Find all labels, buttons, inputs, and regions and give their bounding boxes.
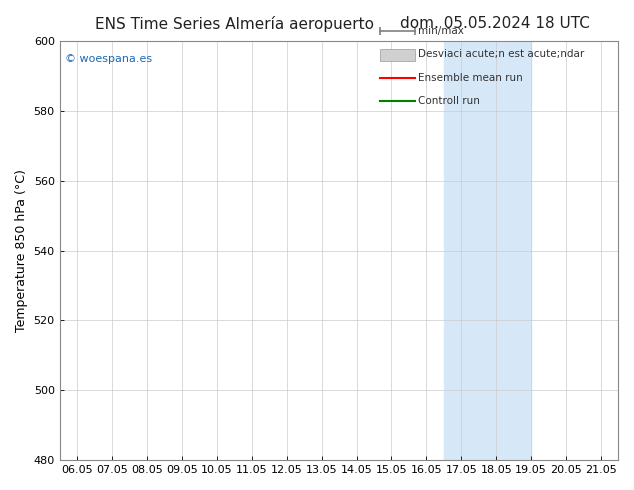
Text: © woespana.es: © woespana.es [65, 53, 152, 64]
Text: Ensemble mean run: Ensemble mean run [418, 73, 523, 83]
Text: Controll run: Controll run [418, 97, 481, 106]
Text: dom. 05.05.2024 18 UTC: dom. 05.05.2024 18 UTC [399, 16, 590, 31]
Text: min/max: min/max [418, 26, 464, 36]
Bar [444, 41, 531, 460]
Y-axis label: Temperature 850 hPa (°C): Temperature 850 hPa (°C) [15, 169, 28, 332]
Text: Desviaci acute;n est acute;ndar: Desviaci acute;n est acute;ndar [418, 49, 585, 59]
Text: ENS Time Series Almería aeropuerto: ENS Time Series Almería aeropuerto [95, 16, 374, 32]
